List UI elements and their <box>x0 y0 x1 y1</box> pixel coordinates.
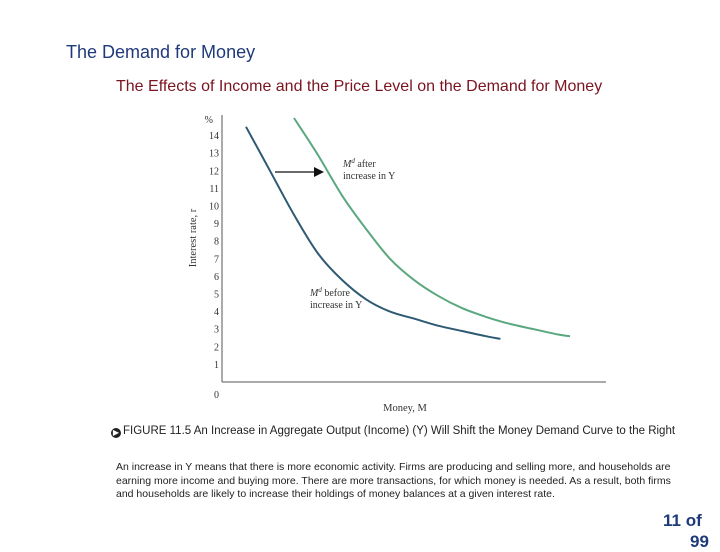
y-tick-label: 7 <box>214 254 219 265</box>
y-tick-label: 14 <box>209 131 219 142</box>
y-tick-label: 10 <box>209 202 219 213</box>
chart-axes <box>221 115 606 383</box>
shift-arrow-head <box>314 167 324 177</box>
y-tick-label: 6 <box>214 272 219 283</box>
body-paragraph: An increase in Y means that there is mor… <box>116 461 671 501</box>
curve-label-after-line2: increase in Y <box>343 171 395 182</box>
y-tick-label: 8 <box>214 237 219 248</box>
y-tick-label: 3 <box>214 325 219 336</box>
slide-title: The Demand for Money <box>66 42 256 62</box>
figure-text: An Increase in Aggregate Output (Income)… <box>193 425 676 437</box>
demand-curve-after <box>293 117 571 338</box>
slide-subtitle: The Effects of Income and the Price Leve… <box>116 78 603 95</box>
y-tick-label: 4 <box>214 307 219 318</box>
y-tick-label: 11 <box>209 184 219 195</box>
page-number-total: 99 <box>690 532 709 551</box>
curve-label-after: Md after <box>342 157 376 170</box>
figure-icon: ▶ <box>111 428 121 438</box>
y-tick-label: 12 <box>209 166 219 177</box>
page-number: 11 of <box>663 511 702 530</box>
demand-curve-before <box>245 126 501 340</box>
y-tick-label: 5 <box>214 290 219 301</box>
y-unit-label: % <box>205 115 213 126</box>
y-tick-label: 1 <box>214 360 219 371</box>
y-tick-label: 9 <box>214 219 219 230</box>
y-tick-label: 2 <box>214 342 219 353</box>
figure-label: FIGURE 11.5 <box>123 425 192 437</box>
y-tick-label: 0 <box>214 390 219 401</box>
y-axis-label: Interest rate, r <box>188 208 199 267</box>
shift-arrow <box>275 167 324 177</box>
x-axis-label: Money, M <box>383 403 427 414</box>
figure-caption: ▶ FIGURE 11.5 An Increase in Aggregate Ou… <box>111 424 691 438</box>
curve-label-before-line2: increase in Y <box>310 300 362 311</box>
y-tick-label: 13 <box>209 149 219 160</box>
curve-label-before: Md before <box>309 286 350 299</box>
chart-curves <box>245 117 571 340</box>
